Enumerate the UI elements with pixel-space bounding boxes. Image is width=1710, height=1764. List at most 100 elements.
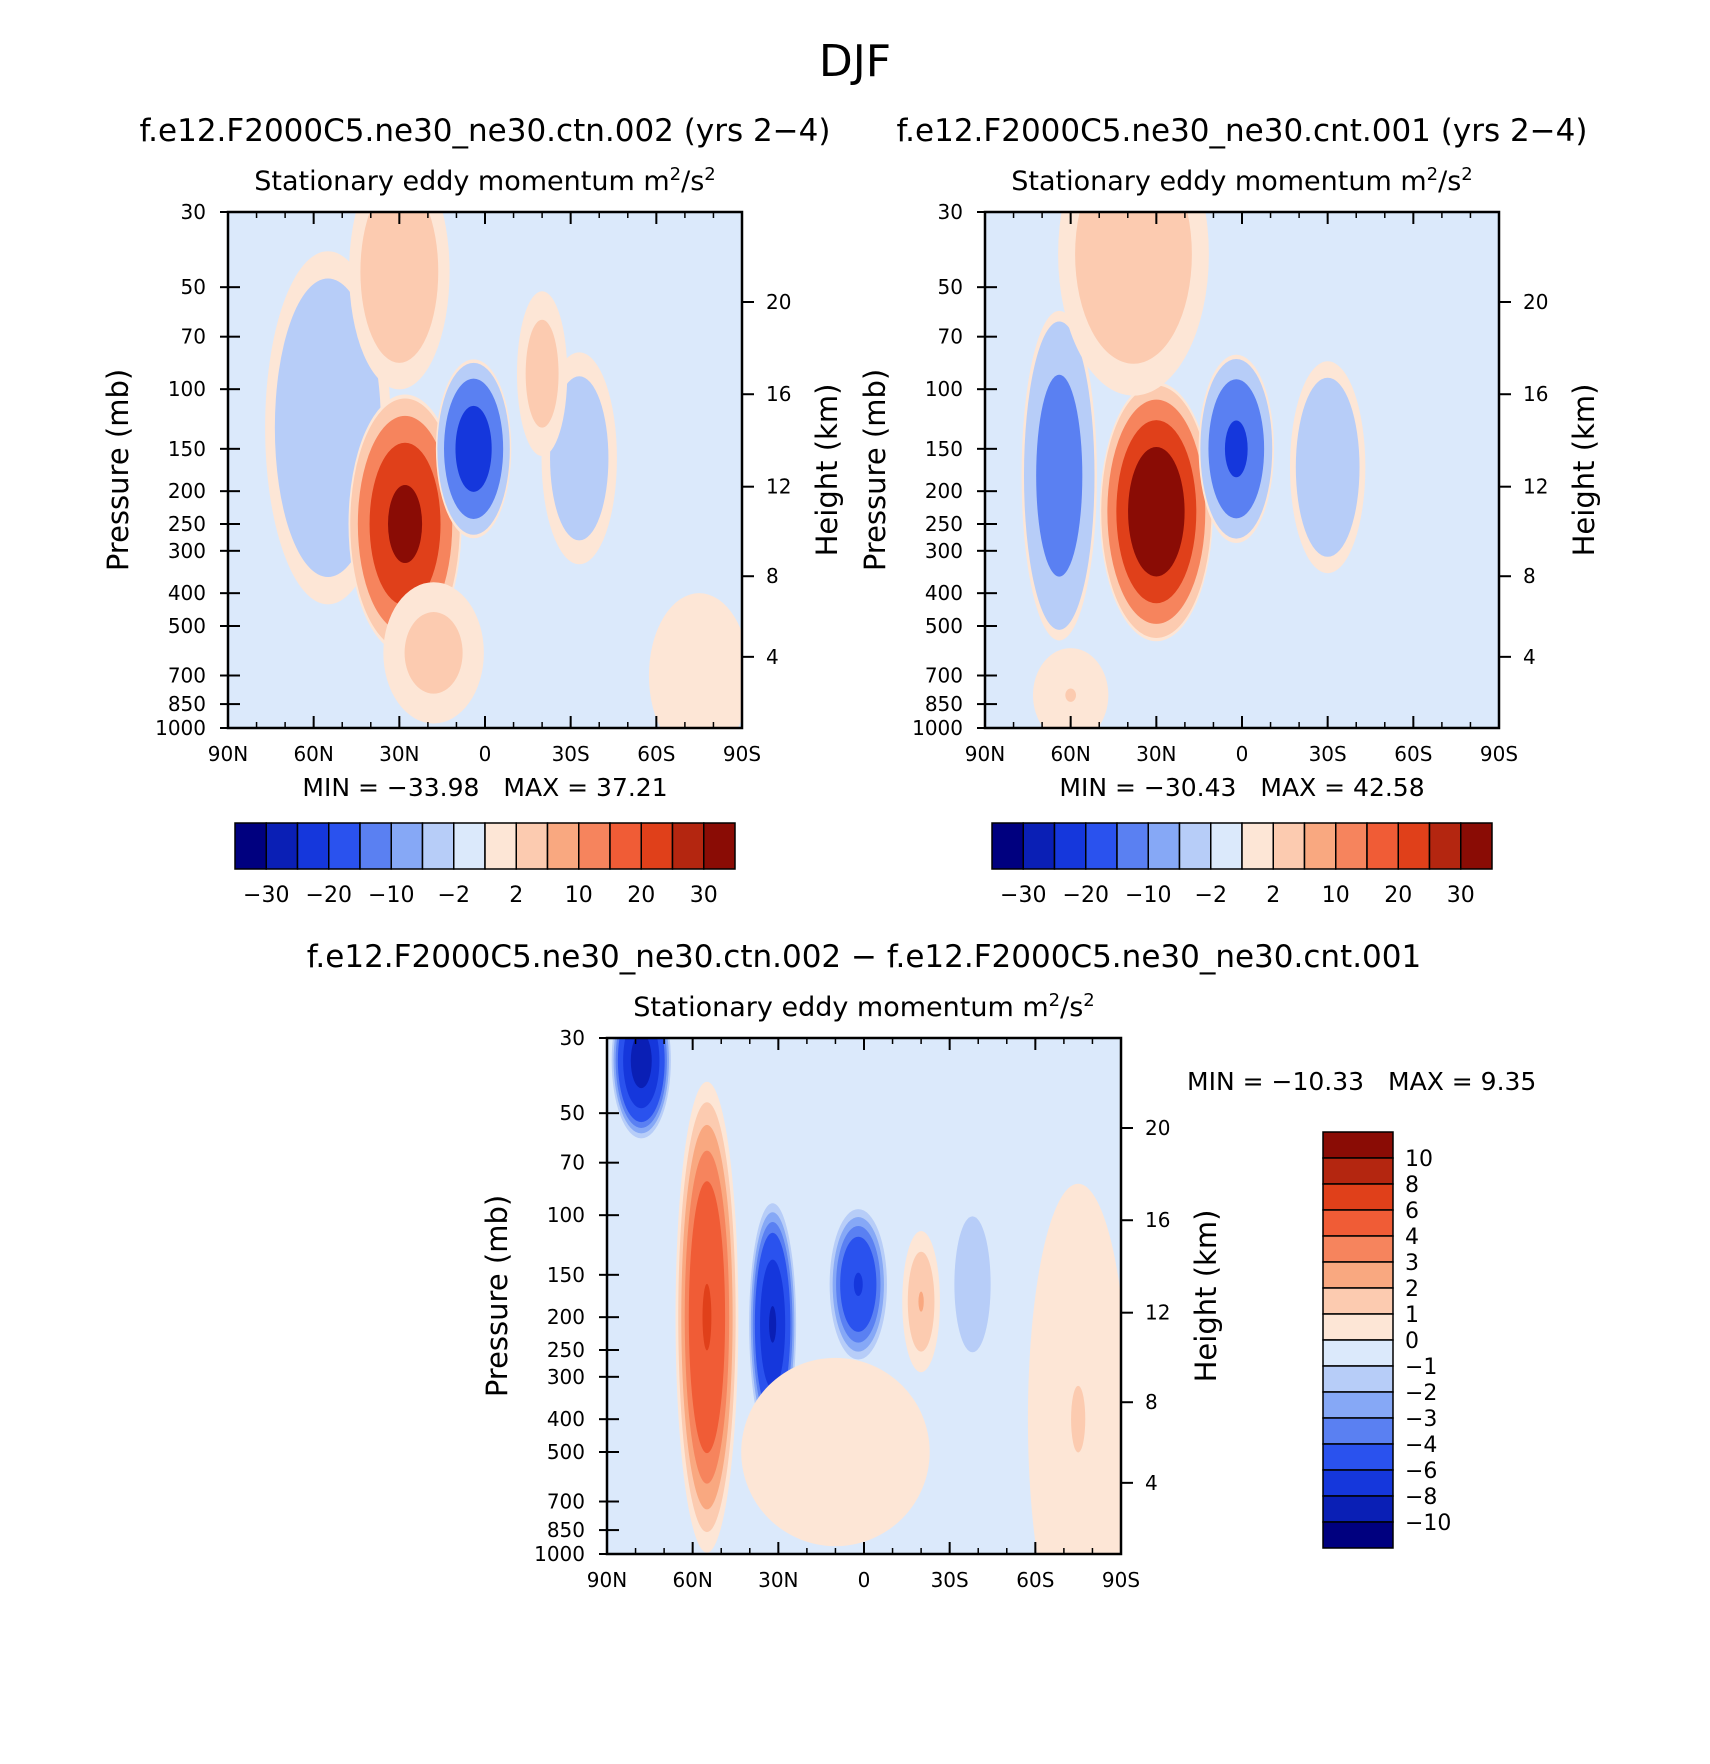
- contour-band: [1224, 420, 1248, 478]
- colorbar-label: −10: [1125, 883, 1171, 908]
- colorbar-swatch: [1322, 1209, 1394, 1237]
- colorbar-label: −20: [1063, 883, 1109, 908]
- x-tick-label: 90S: [1102, 1568, 1140, 1592]
- y2-tick-label: 12: [766, 475, 791, 499]
- contour-band: [1295, 377, 1360, 557]
- colorbar-label: −4: [1405, 1433, 1437, 1458]
- colorbar-swatch: [296, 822, 330, 870]
- y-tick-label: 700: [168, 664, 206, 688]
- colorbar-label: 10: [1322, 883, 1350, 908]
- x-tick-label: 60N: [672, 1568, 712, 1592]
- colorbar-label: −8: [1405, 1485, 1437, 1510]
- colorbar-label: 30: [690, 883, 718, 908]
- colorbar-swatch: [1322, 1235, 1394, 1263]
- colorbar-swatch: [1210, 822, 1243, 870]
- contour-band: [853, 1272, 863, 1296]
- x-tick-label: 60S: [1016, 1568, 1054, 1592]
- contour-field: [265, 212, 742, 728]
- min-value: −10.33: [1272, 1067, 1365, 1096]
- colorbar-swatch: [1322, 1365, 1394, 1393]
- units-exponent: 2: [670, 164, 681, 185]
- colorbar-label: 2: [509, 883, 523, 908]
- colorbar-swatch: [1241, 822, 1274, 870]
- max-label: MAX =: [1388, 1067, 1481, 1096]
- contour-band: [769, 1306, 777, 1343]
- contour-band: [918, 1291, 924, 1312]
- colorbar-swatch: [1322, 1131, 1394, 1159]
- y-tick-label: 200: [168, 479, 206, 503]
- min-label: MIN =: [1059, 773, 1144, 802]
- contour-band: [1071, 1385, 1086, 1453]
- y-tick-label: 300: [547, 1365, 585, 1389]
- colorbar-swatch: [1303, 822, 1337, 870]
- units-denominator: /s: [1438, 166, 1461, 197]
- y-tick-label: 850: [168, 692, 206, 716]
- y2-tick-label: 8: [766, 564, 779, 588]
- colorbar-swatch: [1272, 822, 1306, 870]
- y-tick-label: 50: [560, 1101, 585, 1125]
- colorbar-swatch: [1322, 1313, 1394, 1341]
- y-tick-label: 50: [938, 275, 963, 299]
- y2-axis-label: Height (km): [1567, 384, 1601, 557]
- colorbar-label: 6: [1405, 1199, 1419, 1224]
- y2-tick-label: 20: [766, 290, 791, 314]
- y2-tick-label: 16: [766, 382, 791, 406]
- colorbar-swatch: [1322, 1287, 1394, 1315]
- y-tick-label: 500: [925, 614, 963, 638]
- y-tick-label: 1000: [155, 716, 206, 740]
- x-tick-label: 60N: [293, 742, 333, 766]
- x-tick-label: 90S: [723, 742, 761, 766]
- colorbar-swatch: [390, 822, 424, 870]
- contour-band: [1036, 374, 1083, 577]
- x-tick-label: 30S: [552, 742, 590, 766]
- x-tick-label: 90N: [208, 742, 248, 766]
- colorbar-swatch: [1053, 822, 1087, 870]
- colorbar-swatch: [1322, 1521, 1394, 1549]
- contour-band: [648, 593, 742, 728]
- colorbar-label: −10: [368, 883, 414, 908]
- x-tick-label: 0: [1236, 742, 1249, 766]
- y2-tick-label: 20: [1523, 290, 1548, 314]
- x-tick-label: 30S: [931, 1568, 969, 1592]
- x-tick-label: 90N: [587, 1568, 627, 1592]
- case-title: f.e12.F2000C5.ne30_ne30.cnt.001 (yrs 2−4…: [897, 113, 1588, 149]
- y-tick-label: 500: [547, 1440, 585, 1464]
- y-tick-label: 400: [547, 1407, 585, 1431]
- min-label: MIN =: [302, 773, 387, 802]
- contour-band: [954, 1216, 991, 1353]
- y-tick-label: 100: [547, 1203, 585, 1227]
- colorbar-swatch: [515, 822, 549, 870]
- x-tick-label: 30N: [1136, 742, 1176, 766]
- colorbar-label: −2: [1405, 1381, 1437, 1406]
- variable-name: Stationary eddy momentum m: [254, 166, 669, 197]
- units-denominator-exponent: 2: [1461, 164, 1472, 185]
- y-tick-label: 150: [547, 1263, 585, 1287]
- contour-band: [1075, 212, 1192, 364]
- colorbar-swatch: [640, 822, 674, 870]
- min-label: MIN =: [1187, 1067, 1272, 1096]
- variable-title: Stationary eddy momentum m2/s2: [254, 164, 715, 197]
- colorbar-swatch: [1322, 1157, 1394, 1185]
- colorbar-label: 3: [1405, 1251, 1419, 1276]
- colorbar-swatch: [1322, 1339, 1394, 1367]
- y2-tick-label: 8: [1145, 1390, 1158, 1414]
- colorbar-label: −1: [1405, 1355, 1437, 1380]
- y-tick-label: 70: [938, 325, 963, 349]
- y2-tick-label: 12: [1523, 475, 1548, 499]
- contour-band: [1027, 1183, 1121, 1554]
- y-tick-label: 1000: [912, 716, 963, 740]
- y2-tick-label: 16: [1145, 1208, 1170, 1232]
- colorbar-label: 2: [1405, 1277, 1419, 1302]
- y-axis-label: Pressure (mb): [858, 369, 892, 571]
- colorbar-label: 0: [1405, 1329, 1419, 1354]
- y-tick-label: 400: [925, 581, 963, 605]
- colorbar-swatch: [546, 822, 580, 870]
- units-denominator-exponent: 2: [1083, 990, 1094, 1011]
- colorbar-label: −30: [243, 883, 289, 908]
- variable-name: Stationary eddy momentum m: [633, 992, 1048, 1023]
- colorbar-swatch: [1322, 1469, 1394, 1497]
- y-tick-label: 300: [168, 539, 206, 563]
- colorbar-label: 1: [1405, 1303, 1419, 1328]
- colorbar-label: 10: [1405, 1147, 1433, 1172]
- colorbar-swatch: [484, 822, 517, 870]
